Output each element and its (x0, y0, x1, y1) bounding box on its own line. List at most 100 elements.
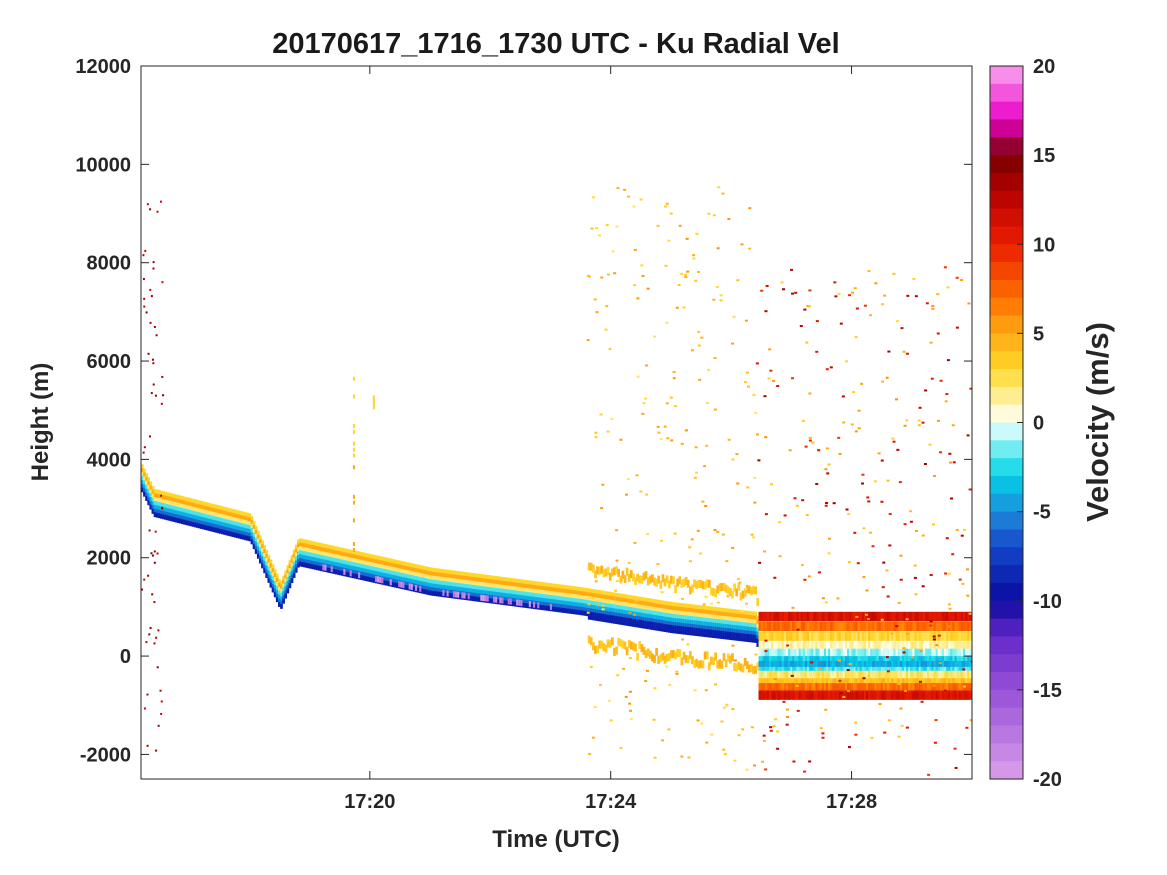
velocity-pixel (783, 683, 787, 693)
velocity-pixel (442, 580, 446, 586)
y-tick-label: 4000 (87, 449, 132, 471)
velocity-pixel (168, 504, 172, 510)
velocity-pixel (757, 459, 761, 462)
velocity-pixel (497, 588, 500, 594)
velocity-pixel (946, 683, 949, 693)
velocity-pixel (692, 257, 696, 260)
velocity-pixel (773, 683, 776, 693)
velocity-pixel (777, 656, 781, 666)
velocity-pixel (696, 719, 700, 722)
x-axis: 17:20 17:24 17:28 (344, 66, 877, 813)
velocity-pixel (237, 526, 241, 532)
velocity-pixel (893, 641, 897, 651)
velocity-pixel (838, 660, 842, 671)
velocity-pixel (353, 570, 357, 576)
velocity-pixel (425, 586, 429, 592)
velocity-pixel (157, 497, 161, 503)
velocity-pixel (341, 563, 344, 569)
velocity-pixel (967, 648, 970, 659)
velocity-pixel (143, 305, 146, 308)
velocity-pixel (881, 303, 885, 306)
velocity-pixel (345, 564, 349, 570)
velocity-pixel (429, 583, 433, 589)
velocity-pixel (960, 683, 964, 693)
velocity-pixel (292, 572, 296, 578)
velocity-pixel (377, 555, 380, 561)
velocity-pixel (474, 592, 477, 598)
velocity-pixel (352, 376, 355, 381)
velocity-pixel (794, 690, 798, 700)
velocity-pixel (549, 583, 553, 589)
velocity-pixel (769, 660, 772, 671)
velocity-pixel (330, 561, 334, 567)
velocity-pixel (195, 499, 199, 505)
velocity-pixel (802, 621, 806, 632)
velocity-pixel (919, 650, 923, 653)
velocity-pixel (442, 584, 446, 590)
velocity-pixel (792, 611, 795, 622)
velocity-pixel (566, 608, 570, 614)
velocity-pixel (717, 667, 721, 670)
velocity-pixel (320, 562, 323, 568)
velocity-pixel (859, 611, 863, 622)
velocity-pixel (914, 656, 918, 666)
velocity-pixel (280, 592, 283, 598)
velocity-pixel (908, 683, 911, 693)
velocity-pixel (153, 512, 157, 518)
velocity-pixel (183, 500, 186, 506)
velocity-pixel (326, 564, 330, 570)
velocity-pixel (414, 584, 418, 591)
velocity-pixel (815, 641, 819, 651)
velocity-pixel (931, 307, 935, 310)
velocity-pixel (849, 670, 852, 681)
velocity-pixel (450, 582, 454, 588)
velocity-pixel (870, 648, 873, 659)
velocity-pixel (808, 392, 812, 395)
velocity-pixel (900, 724, 904, 727)
velocity-pixel (250, 524, 254, 530)
velocity-pixel (912, 670, 916, 681)
velocity-pixel (800, 621, 804, 632)
velocity-pixel (800, 631, 804, 641)
velocity-pixel (853, 631, 857, 641)
velocity-pixel (943, 683, 947, 693)
velocity-pixel (170, 516, 174, 522)
velocity-pixel (764, 310, 768, 313)
velocity-pixel (570, 585, 574, 591)
velocity-pixel (381, 556, 384, 562)
velocity-pixel (499, 588, 503, 594)
velocity-pixel (771, 660, 774, 671)
velocity-pixel (675, 673, 679, 676)
velocity-pixel (803, 308, 807, 311)
velocity-pixel (284, 590, 288, 596)
velocity-pixel (821, 621, 825, 632)
velocity-pixel (897, 690, 901, 700)
velocity-pixel (753, 501, 757, 504)
velocity-pixel (779, 641, 783, 651)
velocity-pixel (254, 533, 258, 539)
velocity-pixel (912, 683, 916, 693)
velocity-pixel (459, 579, 462, 585)
colorbar-segment (990, 333, 1023, 352)
velocity-pixel (246, 535, 250, 541)
velocity-pixel (969, 611, 972, 622)
velocity-pixel (486, 590, 490, 596)
velocity-pixel (908, 631, 911, 641)
velocity-pixel (791, 606, 795, 609)
velocity-pixel (800, 670, 804, 681)
colorbar-label: Velocity (m/s) (1080, 322, 1115, 522)
velocity-pixel (880, 618, 884, 621)
velocity-pixel (476, 585, 479, 591)
velocity-pixel (897, 678, 901, 688)
velocity-pixel (899, 648, 903, 659)
velocity-pixel (155, 493, 159, 499)
velocity-pixel (577, 606, 580, 612)
velocity-pixel (145, 492, 148, 498)
velocity-pixel (893, 621, 897, 632)
velocity-pixel (670, 624, 673, 634)
velocity-pixel (788, 670, 791, 681)
velocity-pixel (535, 593, 538, 599)
velocity-pixel (452, 570, 456, 576)
velocity-pixel (766, 648, 770, 659)
velocity-pixel (952, 631, 956, 641)
